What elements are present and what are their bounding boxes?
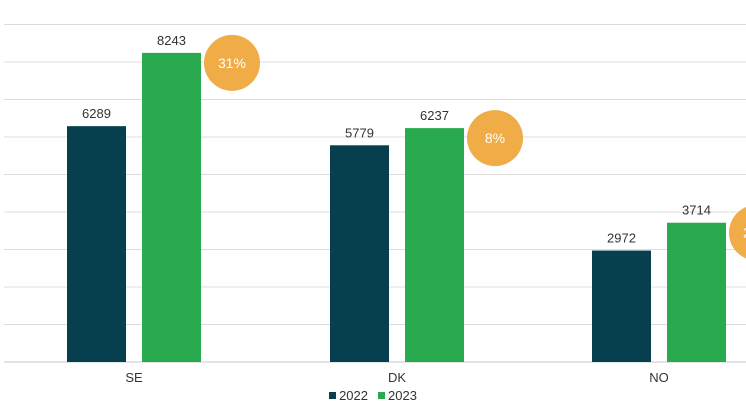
- x-tick-label: DK: [388, 370, 406, 385]
- bar-se-2023: [142, 52, 201, 362]
- x-axis: SE DK NO: [125, 370, 668, 385]
- growth-badge: 31%: [204, 34, 260, 91]
- growth-badge-label: 8%: [485, 130, 505, 146]
- data-label: 5779: [345, 125, 374, 140]
- bars: [67, 52, 726, 362]
- data-label: 2972: [607, 231, 636, 246]
- legend-swatch-2022: [329, 392, 337, 399]
- bar-no-2022: [592, 250, 651, 362]
- legend-label-2022: 2022: [339, 388, 368, 403]
- growth-badge-label: 31%: [218, 55, 246, 71]
- data-label: 6289: [82, 106, 111, 121]
- data-labels: 6289 8243 5779 6237 2972 3714: [82, 33, 711, 246]
- data-label: 8243: [157, 33, 186, 48]
- growth-badge-label: 25%: [743, 225, 746, 241]
- legend: 2022 2023: [0, 388, 746, 403]
- growth-badge: 25%: [729, 206, 746, 259]
- legend-item-2023: 2023: [378, 388, 417, 403]
- legend-item-2022: 2022: [329, 388, 368, 403]
- growth-badge-circle: [729, 206, 746, 259]
- bar-se-2022: [67, 126, 126, 362]
- x-tick-label: NO: [649, 370, 669, 385]
- growth-badges: 31% 8% 25%: [204, 34, 746, 259]
- bar-dk-2023: [405, 128, 464, 362]
- data-label: 3714: [682, 203, 711, 218]
- legend-swatch-2023: [378, 392, 385, 399]
- growth-badge: 8%: [467, 110, 523, 167]
- growth-badge-circle: [467, 110, 523, 167]
- data-label: 6237: [420, 108, 449, 123]
- growth-badge-circle: [204, 34, 260, 91]
- x-tick-label: SE: [125, 370, 143, 385]
- bar-no-2023: [667, 222, 726, 362]
- bar-dk-2022: [330, 145, 389, 362]
- legend-label-2023: 2023: [388, 388, 417, 403]
